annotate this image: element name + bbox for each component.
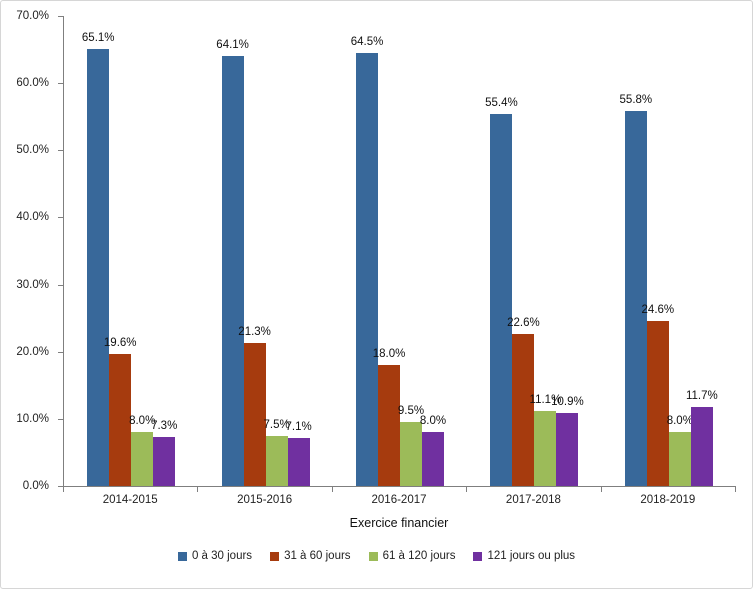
bar: 21.3% [238,326,271,486]
y-tick-label: 60.0% [16,77,49,90]
bar: 24.6% [642,304,674,486]
legend-swatch [473,551,483,561]
bar-value-label: 64.1% [216,38,249,51]
bar-value-label: 10.9% [551,395,584,408]
bar: 18.0% [373,348,405,486]
bar-value-label: 21.3% [238,326,271,338]
bar: 7.3% [151,420,177,486]
y-tick-label: 10.0% [16,412,49,425]
y-tick-mark [58,418,63,420]
y-tick-label: 50.0% [16,144,49,157]
bar-value-label: 55.4% [485,97,518,110]
x-tick-mark [735,487,736,492]
bar: 55.4% [485,97,518,486]
bar-value-label: 11.7% [685,390,718,403]
bar: 8.0% [129,415,155,486]
x-category-label: 2016-2017 [371,494,427,506]
y-tick-mark [58,83,63,85]
bar-group-2014-2015: 65.1% 19.6% 8.0% 7.3% [64,16,198,486]
bar-value-label: 24.6% [641,303,675,316]
bar: 8.0% [420,415,446,486]
x-axis-labels: 2014-2015 2015-2016 2016-2017 2017-2018 2018… [63,494,735,506]
x-category-label: 2017-2018 [505,494,561,506]
bar: 19.6% [104,337,137,486]
bar-value-label: 18.0% [372,348,406,361]
bar: 9.5% [398,405,424,486]
y-tick-mark [58,150,63,152]
bar-group-2017-2018: 55.4% 22.6% 11.1% 10.9% [467,16,601,486]
x-tick-mark [197,487,199,492]
x-category-label: 2018-2019 [640,494,696,506]
bar: 64.1% [216,39,249,486]
bar-value-label: 7.5% [263,418,290,431]
legend: 0 à 30 jours 31 à 60 jours 61 à 120 jours 1… [1,550,752,562]
y-tick-mark [58,486,63,487]
y-tick-label: 70.0% [16,10,49,22]
y-tick-mark [58,16,63,17]
x-category-label: 2015-2016 [237,494,293,506]
bar: 10.9% [551,396,584,486]
bar: 7.5% [264,419,290,486]
x-category-label: 2014-2015 [102,494,158,506]
legend-swatch [368,551,378,561]
bar-value-label: 64.5% [350,35,384,48]
bar-group-2016-2017: 64.5% 18.0% 9.5% 8.0% [333,16,467,486]
y-tick-label: 0.0% [22,480,49,492]
x-axis-title: Exercice financier [349,516,449,530]
bar-value-label: 55.8% [619,94,653,107]
bar-group-2018-2019: 55.8% 24.6% 8.0% 11.7% [602,16,736,486]
bar: 64.5% [351,36,383,486]
bar-value-label: 9.5% [397,405,425,418]
bar-value-label: 19.6% [103,337,137,350]
legend-swatch [177,551,187,561]
legend-label: 0 à 30 jours [191,550,253,562]
legend-item: 0 à 30 jours [177,550,253,562]
legend-swatch [270,551,280,561]
legend-label: 61 à 120 jours [382,550,456,562]
legend-label: 31 à 60 jours [284,550,351,562]
bar: 55.8% [620,94,652,486]
x-tick-mark [331,487,333,492]
y-tick-label: 40.0% [16,211,49,224]
bar-value-label: 65.1% [81,31,115,44]
legend-item: 31 à 60 jours [270,550,351,562]
bar: 8.0% [667,415,693,486]
bar: 11.1% [530,394,561,486]
legend-item: 121 jours ou plus [473,550,575,562]
y-tick-label: 20.0% [16,345,49,358]
bar-group-2015-2016: 64.1% 21.3% 7.5% 7.1% [198,16,332,486]
bar: 65.1% [82,32,115,486]
bar: 22.6% [507,317,540,486]
y-tick-mark [58,351,63,353]
bar-value-label: 8.0% [129,415,156,428]
bar-value-label: 11.1% [529,394,562,407]
plot-area: 65.1% 19.6% 8.0% 7.3% 64.1% 21.3% 7.5% 7.1% 64.5… [63,16,736,487]
legend-item: 61 à 120 jours [368,550,456,562]
bar-value-label: 7.3% [151,420,178,432]
legend-label: 121 jours ou plus [487,550,576,562]
bar-value-label: 22.6% [507,317,540,330]
y-tick-mark [58,284,63,286]
bar: 11.7% [686,390,718,486]
x-tick-mark [466,487,468,492]
bar-value-label: 8.0% [666,415,693,428]
x-tick-mark [63,487,64,492]
bar-value-label: 8.0% [419,415,447,428]
bar-value-label: 7.1% [285,421,312,434]
y-tick-label: 30.0% [16,278,49,291]
y-tick-mark [58,217,63,219]
x-tick-mark [600,487,602,492]
bar: 7.1% [286,421,312,486]
